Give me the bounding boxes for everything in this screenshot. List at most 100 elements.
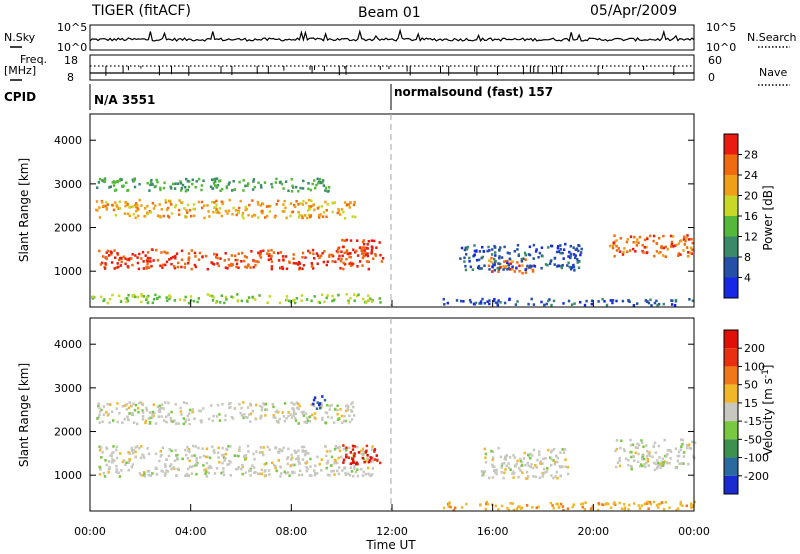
heatmap-cell [295,297,299,300]
heatmap-cell [127,468,130,472]
heatmap-cell [315,183,318,187]
heatmap-cell [360,468,363,471]
heatmap-cell [297,260,301,264]
heatmap-cell [218,419,222,422]
heatmap-cell [313,396,317,399]
heatmap-cell [234,258,237,262]
heatmap-cell [164,472,167,476]
heatmap-cell [158,295,161,299]
nsearch-tick-bottom: 10^0 [706,41,736,54]
heatmap-cell [284,255,288,258]
heatmap-cell [221,187,224,191]
heatmap-cell [92,295,95,299]
heatmap-cell [126,189,129,192]
heatmap-cell [483,447,486,451]
heatmap-cell [213,206,216,209]
heatmap-cell [284,206,287,210]
heatmap-cell [365,246,368,250]
heatmap-cell [371,456,374,459]
heatmap-cell [147,266,151,269]
heatmap-cell [508,252,511,255]
heatmap-cell [637,443,641,447]
heatmap-cell [177,422,180,425]
heatmap-cell [679,253,682,256]
heatmap-cell [154,422,158,425]
heatmap-cell [128,401,131,404]
heatmap-cell [541,475,544,478]
x-tick-label: 16:00 [477,525,509,538]
heatmap-cell [646,449,649,453]
heatmap-cell [640,439,643,442]
heatmap-cell [168,448,171,451]
heatmap-cell [529,457,532,460]
heatmap-cell [350,261,353,265]
heatmap-cell [657,503,660,506]
heatmap-cell [97,402,100,405]
heatmap-cell [358,260,362,263]
heatmap-cell [239,411,242,415]
heatmap-cell [282,258,285,261]
heatmap-cell [218,413,221,416]
heatmap-cell [129,205,133,209]
heatmap-cell [116,262,119,265]
heatmap-cell [646,237,649,241]
heatmap-cell [326,203,329,206]
heatmap-cell [116,420,119,424]
heatmap-cell [155,467,158,470]
heatmap-cell [652,445,655,448]
heatmap-cell [244,454,248,457]
heatmap-cell [200,200,204,204]
heatmap-cell [235,468,238,471]
heatmap-cell [345,257,348,261]
heatmap-cell [653,441,657,445]
heatmap-cell [464,264,467,268]
heatmap-cell [442,506,446,510]
heatmap-cell [358,246,362,250]
heatmap-cell [108,465,111,469]
heatmap-cell [141,250,145,254]
heatmap-cell [219,257,222,260]
heatmap-cell [281,210,284,213]
heatmap-cell [305,460,309,463]
heatmap-cell [372,257,375,260]
heatmap-cell [165,251,168,255]
heatmap-cell [641,441,644,444]
heatmap-cell [229,402,232,405]
heatmap-cell [642,251,645,254]
heatmap-cell [163,181,166,185]
heatmap-cell [553,256,557,260]
heatmap-cell [107,254,111,257]
heatmap-cell [362,450,365,453]
heatmap-cell [345,250,349,254]
heatmap-cell [499,301,502,304]
heatmap-cell [362,470,365,474]
colorbar-tick-label: 20 [744,190,758,203]
colorbar-swatch [724,475,738,494]
heatmap-cell [307,213,311,217]
heatmap-cell [259,446,262,449]
heatmap-cell [529,266,532,270]
heatmap-cell [348,252,352,255]
heatmap-cell [306,419,309,422]
heatmap-cell [499,262,502,266]
heatmap-cell [281,411,284,414]
y-tick-label: 2000 [54,222,82,235]
heatmap-cell [231,263,234,266]
heatmap-cell [166,206,170,210]
heatmap-cell [188,450,191,454]
heatmap-cell [446,301,449,305]
heatmap-cell [195,180,198,183]
heatmap-cell [299,202,302,205]
heatmap-cell [289,202,293,205]
heatmap-cell [187,261,190,265]
nave-tick-bottom: 0 [708,71,715,84]
heatmap-cell [646,251,649,254]
heatmap-cell [343,239,346,242]
heatmap-cell [352,461,355,464]
heatmap-cell [227,462,230,466]
heatmap-cell [359,449,363,453]
heatmap-cell [268,448,271,451]
heatmap-cell [528,266,531,269]
heatmap-cell [236,211,240,214]
heatmap-cell [295,457,298,461]
